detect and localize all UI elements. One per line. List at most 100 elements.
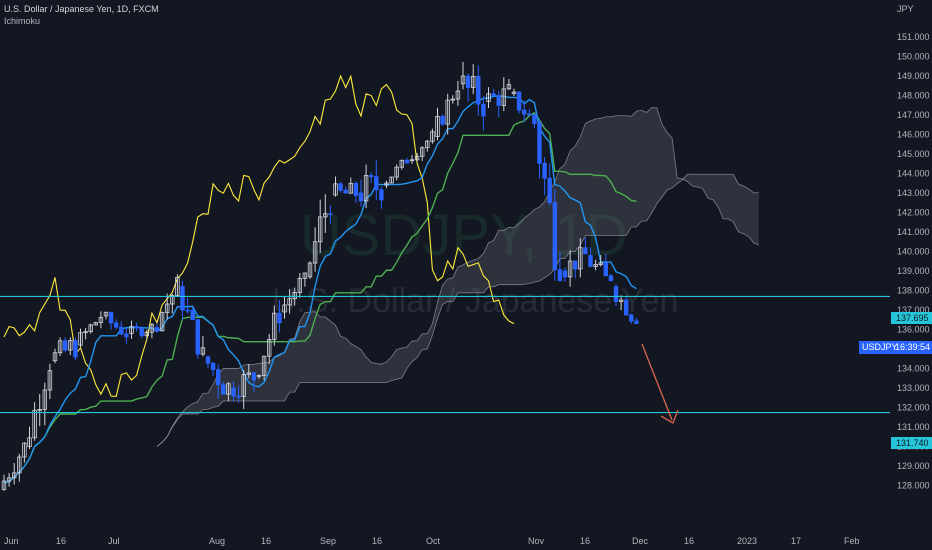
candle <box>164 293 170 320</box>
price-tick-label: 148.000 <box>897 91 930 101</box>
candle <box>511 88 517 96</box>
candle-body <box>6 477 12 482</box>
candle-body <box>476 75 481 105</box>
candle-body <box>88 324 93 333</box>
candle-body <box>557 269 563 282</box>
candle-body <box>527 113 532 116</box>
candle <box>414 152 420 162</box>
candle <box>481 96 486 131</box>
candle <box>552 188 557 281</box>
candle-body <box>231 387 236 397</box>
candle <box>328 205 333 225</box>
candle-body <box>282 304 287 313</box>
candle-body <box>496 95 501 106</box>
candle <box>17 453 22 482</box>
candle <box>455 80 461 106</box>
candle-body <box>419 147 425 157</box>
candle-body <box>491 93 496 96</box>
down-arrow-annotation[interactable] <box>641 343 679 425</box>
candle <box>42 382 47 426</box>
candle <box>389 176 394 184</box>
candle-body <box>159 312 165 332</box>
candle <box>491 88 496 97</box>
candle <box>302 272 308 287</box>
candle <box>399 159 404 170</box>
price-tick-label: 150.000 <box>897 52 930 62</box>
candle <box>215 364 221 399</box>
candle <box>68 337 73 356</box>
candle-body <box>613 286 619 302</box>
candle-body <box>108 311 114 324</box>
candle-body <box>83 331 88 334</box>
candle-body <box>486 93 491 102</box>
candle-body <box>414 155 420 161</box>
candle <box>598 255 603 267</box>
countdown-tag: 16:39:54 <box>895 342 930 352</box>
price-tick-label: 137.000 <box>897 305 930 315</box>
price-axis[interactable]: JPY 151.000 150.000 149.000 148.000 147.000 1… <box>897 4 930 491</box>
candle-body <box>149 324 155 333</box>
candle <box>353 181 359 203</box>
candle <box>261 355 267 381</box>
candle <box>6 472 12 487</box>
candle-body <box>537 122 542 164</box>
candle <box>37 393 42 427</box>
candle <box>272 305 277 346</box>
candle <box>195 319 200 359</box>
price-tick-label: 149.000 <box>897 71 930 81</box>
candle <box>185 297 190 314</box>
candle-body <box>618 299 624 302</box>
candle <box>450 95 455 104</box>
chart-symbol-title[interactable]: U.S. Dollar / Japanese Yen, 1D, FXCM <box>4 4 159 14</box>
price-axis-currency: JPY <box>897 4 914 14</box>
candle <box>154 323 160 332</box>
candle-body <box>460 75 466 85</box>
cloud-fill <box>157 107 759 447</box>
candle-body <box>226 383 231 395</box>
candle-body <box>593 264 598 267</box>
candle <box>47 363 53 400</box>
candle <box>246 364 251 379</box>
candle <box>348 177 353 194</box>
candle <box>266 333 272 365</box>
candle <box>435 107 440 141</box>
candle-body <box>547 177 552 204</box>
candle-body <box>522 109 527 115</box>
symbol-tag: USDJPY <box>862 342 898 352</box>
candle-body <box>256 374 262 377</box>
candle-body <box>27 437 32 447</box>
candle-body <box>57 340 63 354</box>
candle-body <box>470 75 476 88</box>
resistance-price-tag: 137.695 <box>891 312 932 324</box>
candle <box>404 157 410 164</box>
candle-body <box>608 275 614 282</box>
candle-body <box>588 254 593 267</box>
candle-body <box>205 356 211 364</box>
candle <box>221 381 226 395</box>
candle <box>323 194 328 233</box>
candle <box>139 325 144 338</box>
candle <box>57 337 63 357</box>
senkou-span-b <box>156 173 759 447</box>
time-axis[interactable]: Jun 16 Jul Aug 16 Sep 16 Oct Nov 16 Dec 16 2023 17 Feb <box>4 536 860 546</box>
candle-body <box>241 374 246 397</box>
candle-body <box>134 326 139 329</box>
candle-body <box>624 299 629 316</box>
candle-body <box>506 84 512 90</box>
candle-body <box>73 340 78 358</box>
candle-body <box>164 303 170 313</box>
indicator-label[interactable]: Ichimoku <box>4 16 41 26</box>
resistance-tag-bg <box>891 312 932 324</box>
candle <box>241 369 246 410</box>
tenkan-sen <box>3 95 637 484</box>
candle <box>103 311 109 320</box>
candle-body <box>374 176 379 191</box>
candle-body <box>465 75 471 88</box>
candle-body <box>287 298 292 306</box>
candle <box>608 274 614 282</box>
candle <box>27 426 32 450</box>
support-tag-value: 131.740 <box>896 438 929 448</box>
candle <box>170 294 175 314</box>
candle-body <box>409 159 415 162</box>
